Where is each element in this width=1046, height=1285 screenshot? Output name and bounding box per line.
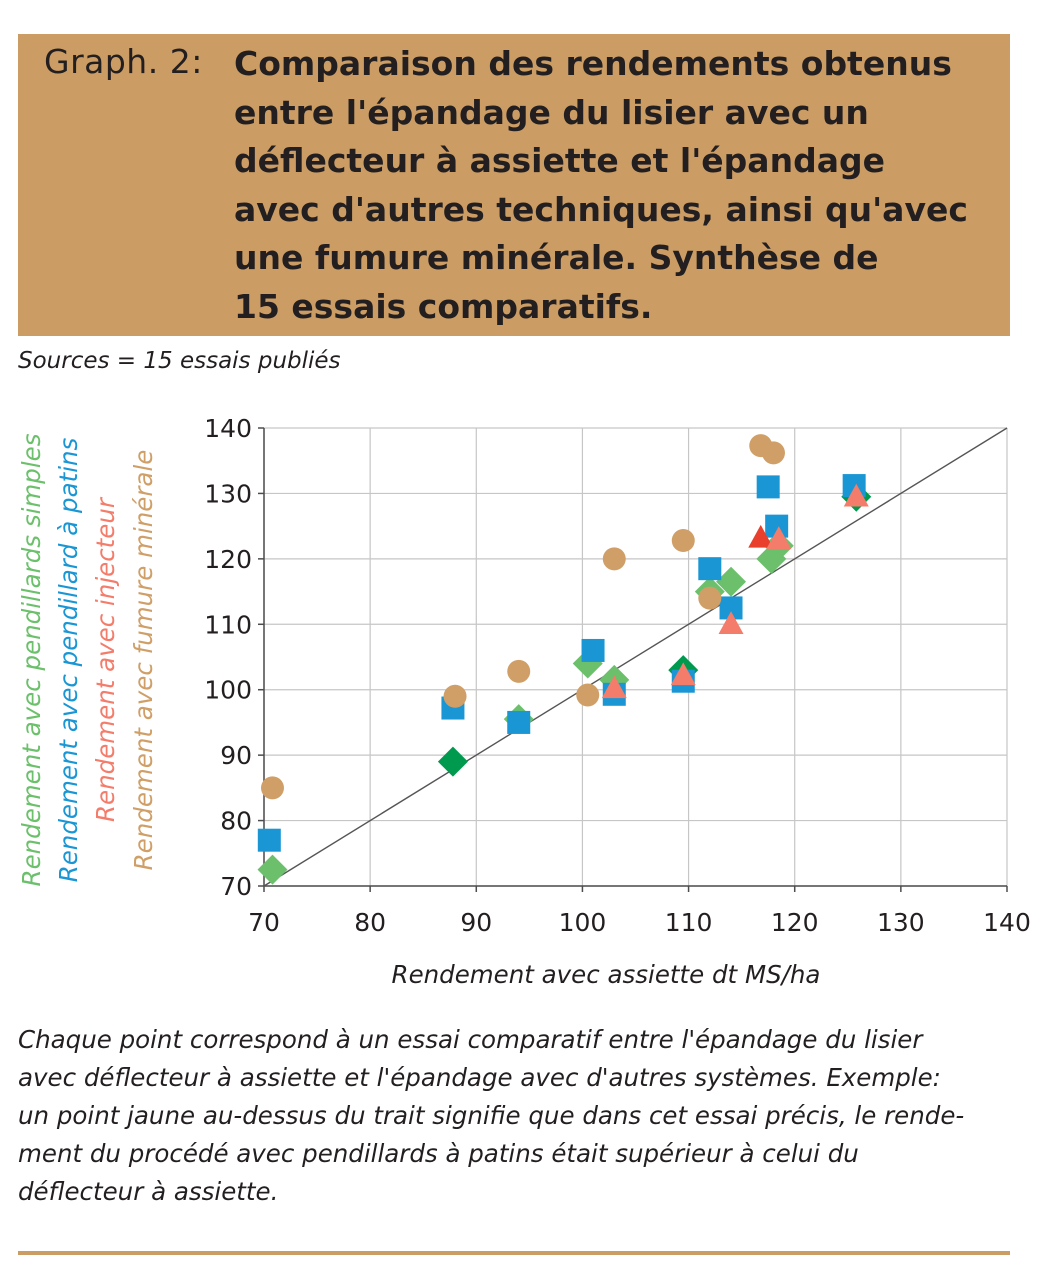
y-axis-label-line: Rendement avec pendillards simples: [17, 433, 46, 886]
bottom-rule: [18, 1251, 1010, 1255]
caption-line: un point jaune au-dessus du trait signif…: [18, 1101, 965, 1130]
data-point-square: [507, 710, 531, 734]
title-line: avec d'autres techniques, ainsi qu'avec: [234, 189, 968, 229]
data-point-circle: [698, 586, 722, 610]
data-point-circle: [443, 684, 467, 708]
y-tick-label: 120: [204, 545, 252, 574]
header-box: [18, 34, 1010, 336]
y-axis-label-line: Rendement avec injecteur: [91, 496, 120, 822]
data-point-square: [756, 475, 780, 499]
caption: Chaque point correspond à un essai compa…: [18, 1021, 1018, 1211]
data-point-circle: [507, 659, 531, 683]
y-label-series-name: pendillard à patins: [54, 437, 83, 667]
data-points: [257, 434, 872, 885]
x-tick-label: 80: [354, 908, 386, 937]
y-tick-label: 70: [220, 872, 252, 901]
sources-note: Sources = 15 essais publiés: [18, 348, 341, 374]
reference-line: [263, 427, 1008, 887]
graph-number: Graph. 2:: [44, 42, 203, 81]
y-tick-label: 110: [204, 610, 252, 639]
y-axis-labels: Rendement avec pendillards simplesRendem…: [17, 433, 158, 886]
y-tick-label: 90: [220, 741, 252, 770]
y-label-series-name: injecteur: [91, 496, 120, 606]
data-point-square: [719, 596, 743, 620]
data-point-square: [257, 828, 281, 852]
x-tick-label: 140: [983, 908, 1031, 937]
data-point-circle: [260, 776, 284, 800]
x-tick-label: 90: [460, 908, 492, 937]
y-label-prefix: Rendement avec: [91, 606, 120, 822]
caption-line: déflecteur à assiette.: [18, 1177, 279, 1206]
data-point-diamond: [257, 854, 288, 885]
scatter-chart: 70 80 90 100 110 120 130 140 70 80 90 100 110 120 130 1…: [17, 414, 1031, 989]
x-tick-label: 70: [248, 908, 280, 937]
data-point-triangle: [670, 662, 696, 686]
x-tick-label: 100: [559, 908, 607, 937]
data-point-square: [581, 638, 605, 662]
title-line: déflecteur à assiette et l'épandage: [234, 141, 885, 180]
title-line: une fumure minérale. Synthèse de: [234, 238, 879, 277]
data-point-diamond: [437, 746, 468, 777]
y-label-series-name: fumure minérale: [129, 450, 158, 655]
y-tick-label: 130: [204, 479, 252, 508]
y-label-prefix: Rendement avec: [54, 666, 83, 882]
data-point-circle: [602, 547, 626, 571]
x-axis-label: Rendement avec assiette dt MS/ha: [392, 960, 821, 989]
data-point-square: [765, 514, 789, 538]
y-tick-label: 100: [204, 676, 252, 705]
y-label-prefix: Rendement avec: [17, 670, 46, 886]
y-tick-label: 80: [220, 807, 252, 836]
data-point-square: [698, 557, 722, 581]
title-line: Comparaison des rendements obtenus: [234, 44, 952, 83]
x-tick-label: 120: [771, 908, 819, 937]
y-label-series-name: pendillards simples: [17, 433, 46, 671]
data-point-circle: [576, 683, 600, 707]
caption-line: Chaque point correspond à un essai compa…: [18, 1025, 923, 1054]
graph-title: Comparaison des rendements obtenus entre…: [234, 40, 994, 331]
caption-line: ment du procédé avec pendillards à patin…: [18, 1139, 859, 1168]
data-point-triangle: [601, 675, 627, 699]
y-axis-label-line: Rendement avec fumure minérale: [129, 450, 158, 871]
data-point-diamond: [716, 566, 747, 597]
data-point-circle: [761, 441, 785, 465]
x-tick-label: 130: [877, 908, 925, 937]
caption-line: avec déflecteur à assiette et l'épandage…: [18, 1063, 941, 1092]
y-label-prefix: Rendement avec: [129, 654, 158, 870]
y-axis-label-line: Rendement avec pendillard à patins: [54, 437, 83, 882]
reference-line-layer: [263, 427, 1008, 887]
data-point-circle: [671, 529, 695, 553]
data-point-triangle: [748, 524, 774, 548]
title-line: 15 essais comparatifs.: [234, 286, 653, 326]
x-tick-label: 110: [665, 908, 713, 937]
y-tick-label: 140: [204, 414, 252, 443]
title-line: entre l'épandage du lisier avec un: [234, 92, 869, 132]
data-point-triangle: [718, 611, 744, 635]
data-point-triangle: [843, 483, 869, 507]
tick-labels: 70 80 90 100 110 120 130 140 70 80 90 100 110 120 130 1…: [204, 414, 1031, 937]
data-point-triangle: [766, 526, 792, 549]
